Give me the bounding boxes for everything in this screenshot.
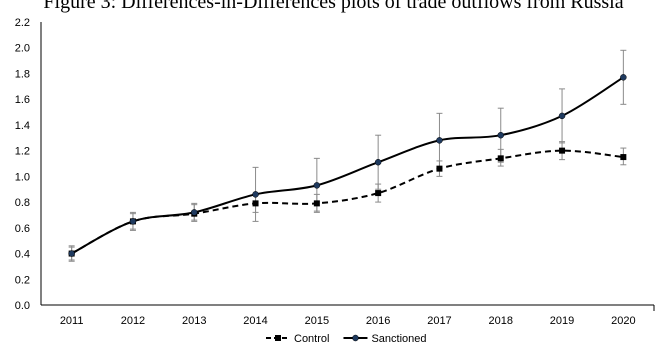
x-tick-labels: 2011 2012 2013 2014 2015 2016 2017 2018 2019 2020 [60,315,636,327]
data-point-sanctioned [191,209,198,216]
y-tick-label: 1.8 [15,68,30,80]
data-point-sanctioned [436,137,443,144]
x-tick-label: 2015 [305,315,329,327]
x-tick-label: 2016 [366,315,390,327]
series-markers [68,74,627,257]
x-tick-label: 2014 [243,315,267,327]
y-tick-label: 2.2 [15,17,30,29]
x-tick-label: 2017 [427,315,451,327]
y-tick-labels: 0.0 0.2 0.4 0.6 0.8 1.0 1.2 1.4 1.6 1.8 2.0 2.2 [15,17,30,312]
data-point-sanctioned [374,158,382,166]
x-tick-label: 2018 [489,315,513,327]
legend-item-sanctioned: Sanctioned [343,333,427,345]
axes [40,22,655,311]
x-tick-label: 2012 [121,315,145,327]
legend-label: Sanctioned [371,333,426,345]
data-point-sanctioned [252,191,259,198]
data-point-control [252,200,259,207]
legend-marker [352,334,359,342]
data-point-control [436,165,443,172]
x-tick-label: 2020 [611,315,635,327]
data-point-control [313,200,320,207]
data-point-sanctioned [313,182,321,189]
series-lines [71,76,624,255]
y-tick-label: 0.0 [15,300,30,312]
x-tick-label: 2013 [182,315,206,327]
chart-title: Figure 3: Differences-in-Differences plo… [43,0,624,13]
y-tick-label: 0.4 [15,249,30,261]
legend: Control Sanctioned [266,333,427,345]
data-point-control [559,147,566,154]
error-bars [68,49,627,262]
legend-marker [275,335,281,341]
y-tick-label: 0.8 [15,197,30,209]
y-tick-label: 1.6 [15,94,30,106]
data-point-sanctioned [620,74,627,81]
data-point-sanctioned [558,112,566,120]
data-point-sanctioned [68,250,75,257]
y-tick-label: 1.0 [15,171,30,183]
data-point-control [375,190,382,197]
series-line-control [71,149,624,255]
data-point-control [620,154,627,161]
data-point-sanctioned [129,218,137,225]
data-point-sanctioned [497,131,504,139]
legend-label: Control [294,333,329,345]
series-line-sanctioned [71,76,624,255]
legend-item-control: Control [266,333,329,345]
y-tick-label: 0.6 [15,223,30,235]
x-tick-label: 2011 [60,315,84,327]
y-tick-label: 1.4 [15,120,30,132]
x-tick-label: 2019 [550,315,574,327]
data-point-control [497,155,504,162]
y-tick-label: 1.2 [15,146,30,158]
y-tick-label: 0.2 [15,274,30,286]
y-tick-label: 2.0 [15,43,30,55]
